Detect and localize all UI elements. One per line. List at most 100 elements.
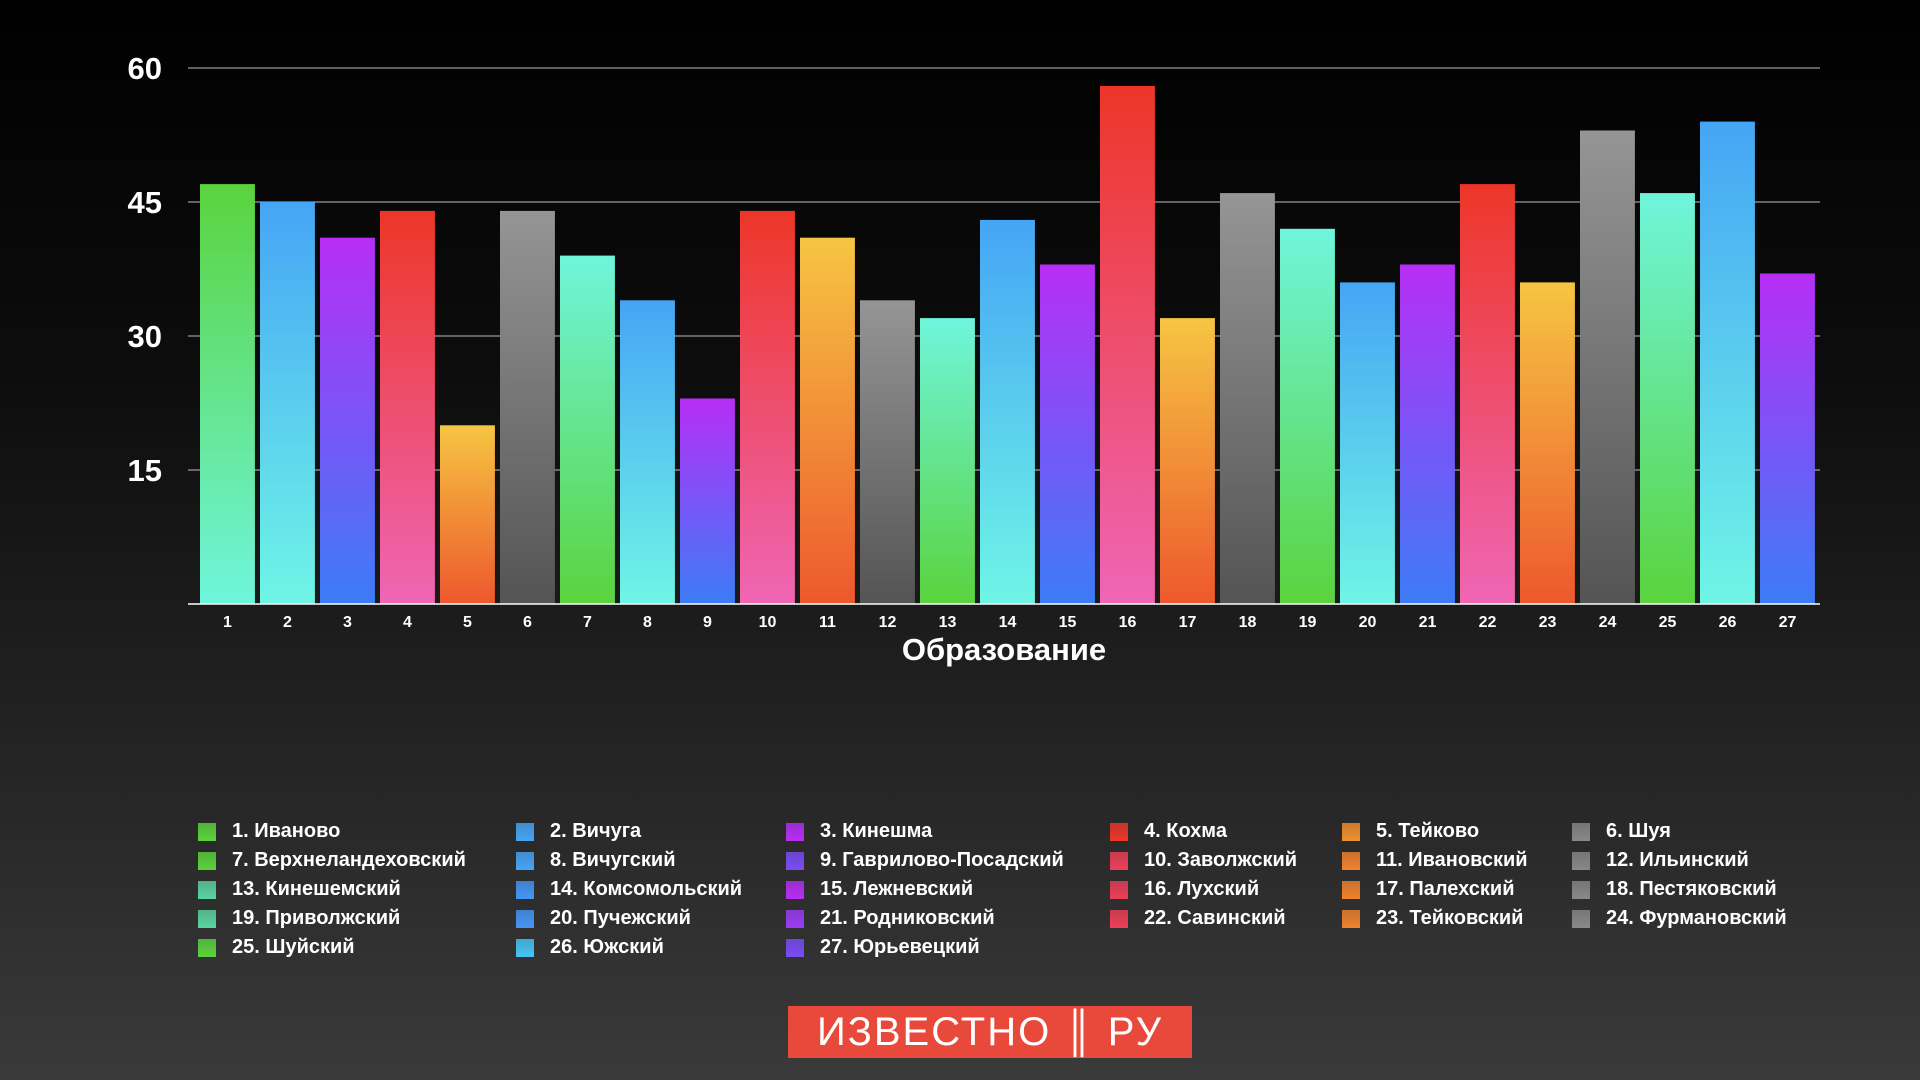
- x-tick-label: 4: [403, 614, 412, 631]
- legend-item: 12. Ильинский: [1572, 849, 1802, 872]
- legend-swatch: [1342, 822, 1360, 841]
- legend-swatch: [516, 938, 534, 957]
- x-tick-label: 7: [583, 614, 592, 631]
- y-axis-tick-labels: 15 30 45 60: [128, 51, 162, 488]
- legend-item: 17. Палехский: [1342, 878, 1572, 901]
- bar-13: [920, 318, 975, 604]
- x-tick-label: 23: [1539, 614, 1557, 631]
- legend-item: 1. Иваново: [198, 820, 516, 843]
- legend-item: 24. Фурмановский: [1572, 907, 1802, 930]
- legend-item: 20. Пучежский: [516, 907, 786, 930]
- legend-item: 10. Заволжский: [1110, 849, 1342, 872]
- legend-label: 18. Пестяковский: [1606, 878, 1777, 900]
- legend-swatch: [516, 822, 534, 841]
- legend-label: 12. Ильинский: [1606, 849, 1749, 871]
- legend-swatch: [1110, 880, 1128, 899]
- legend-swatch: [786, 880, 804, 899]
- legend-swatch: [1572, 880, 1590, 899]
- legend-swatch: [516, 880, 534, 899]
- legend-swatch: [1572, 822, 1590, 841]
- x-tick-label: 21: [1419, 614, 1437, 631]
- chart-legend: 1. Иваново 2. Вичуга 3. Кинешма 4. Кохма 5. …: [198, 820, 1838, 959]
- legend-swatch: [198, 880, 216, 899]
- legend-item: 18. Пестяковский: [1572, 878, 1802, 901]
- legend-label: 22. Савинский: [1144, 907, 1286, 929]
- legend-label: 13. Кинешемский: [232, 878, 401, 900]
- y-tick-label: 15: [128, 453, 162, 488]
- x-tick-label: 17: [1179, 614, 1197, 631]
- bar-10: [740, 210, 795, 604]
- legend-item: 21. Родниковский: [786, 907, 1110, 930]
- legend-label: 15. Лежневский: [820, 878, 974, 900]
- legend-label: 5. Тейково: [1376, 820, 1480, 842]
- legend-swatch: [198, 909, 216, 928]
- y-tick-label: 45: [128, 185, 162, 220]
- x-tick-label: 26: [1719, 614, 1737, 631]
- legend-swatch: [1342, 909, 1360, 928]
- legend-label: 16. Лухский: [1144, 878, 1260, 900]
- legend-swatch: [786, 851, 804, 870]
- x-tick-label: 25: [1659, 614, 1677, 631]
- legend-item: 6. Шуя: [1572, 820, 1802, 843]
- bar-23: [1520, 282, 1575, 604]
- bar-26: [1700, 121, 1755, 604]
- bar-9: [680, 398, 735, 604]
- legend-label: 20. Пучежский: [550, 907, 691, 929]
- legend-label: 6. Шуя: [1606, 820, 1671, 842]
- legend-item: 9. Гаврилово-Посадский: [786, 849, 1110, 872]
- bar-18: [1220, 193, 1275, 604]
- legend-swatch: [1572, 851, 1590, 870]
- x-tick-label: 12: [879, 614, 897, 631]
- legend-label: 1. Иваново: [232, 820, 341, 842]
- bar-20: [1340, 282, 1395, 604]
- x-tick-label: 11: [819, 614, 836, 631]
- logo-text: ИЗВЕСТНО ║ РУ: [816, 1010, 1164, 1054]
- legend-label: 9. Гаврилово-Посадский: [820, 849, 1064, 871]
- bars: [200, 85, 1815, 605]
- legend-swatch: [1110, 822, 1128, 841]
- legend-label: 3. Кинешма: [820, 820, 933, 842]
- x-tick-label: 8: [643, 614, 652, 631]
- legend-label: 7. Верхнеландеховский: [232, 849, 466, 871]
- x-tick-label: 10: [759, 614, 777, 631]
- legend-item: 3. Кинешма: [786, 820, 1110, 843]
- legend-swatch: [198, 938, 216, 957]
- y-tick-label: 30: [128, 319, 162, 354]
- legend-swatch: [786, 822, 804, 841]
- legend-swatch: [786, 909, 804, 928]
- legend-item: 11. Ивановский: [1342, 849, 1572, 872]
- bar-25: [1640, 193, 1695, 604]
- bar-5: [440, 425, 495, 604]
- legend-label: 21. Родниковский: [820, 907, 995, 929]
- bar-24: [1580, 130, 1635, 604]
- bar-19: [1280, 228, 1335, 605]
- legend-item: 15. Лежневский: [786, 878, 1110, 901]
- x-tick-label: 2: [283, 614, 292, 631]
- legend-label: 25. Шуйский: [232, 936, 355, 958]
- izvestno-logo: ИЗВЕСТНО ║ РУ: [788, 1006, 1192, 1058]
- bar-22: [1460, 184, 1515, 604]
- bar-27: [1760, 273, 1815, 604]
- legend-swatch: [1110, 851, 1128, 870]
- legend-label: 17. Палехский: [1376, 878, 1515, 900]
- bar-4: [380, 210, 435, 604]
- legend-item: 14. Комсомольский: [516, 878, 786, 901]
- legend-item: 25. Шуйский: [198, 936, 516, 959]
- legend-item: 8. Вичугский: [516, 849, 786, 872]
- legend-label: 4. Кохма: [1144, 820, 1227, 842]
- legend-swatch: [516, 851, 534, 870]
- x-tick-label: 19: [1299, 614, 1317, 631]
- x-tick-label: 13: [939, 614, 957, 631]
- legend-item: 27. Юрьевецкий: [786, 936, 1110, 959]
- legend-label: 26. Южский: [550, 936, 664, 958]
- x-tick-label: 15: [1059, 614, 1077, 631]
- x-axis-tick-labels: 1 2 3 4 5 6 7 8 9 10 11 12 13 14 15 16 17 18 19 20 21 22 23 24 2…: [223, 614, 1797, 631]
- legend-label: 14. Комсомольский: [550, 878, 743, 900]
- x-axis-label: Образование: [902, 632, 1106, 667]
- legend-item: 23. Тейковский: [1342, 907, 1572, 930]
- legend-swatch: [1342, 880, 1360, 899]
- bar-14: [980, 219, 1035, 604]
- bar-11: [800, 237, 855, 604]
- legend-swatch: [198, 851, 216, 870]
